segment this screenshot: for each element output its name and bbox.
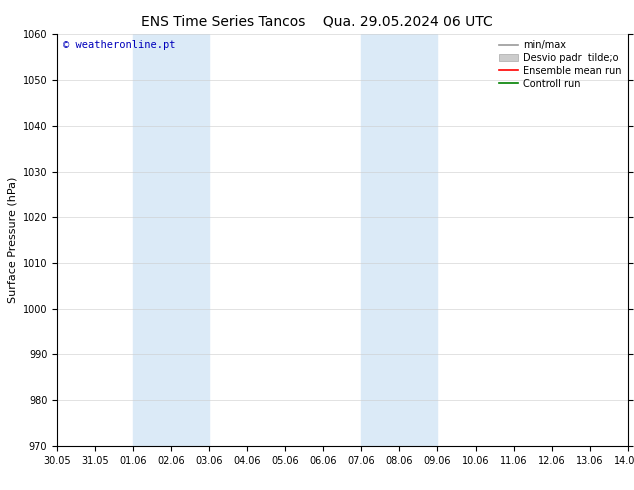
Bar <box>133 34 209 446</box>
Y-axis label: Surface Pressure (hPa): Surface Pressure (hPa) <box>7 177 17 303</box>
Text: ENS Time Series Tancos    Qua. 29.05.2024 06 UTC: ENS Time Series Tancos Qua. 29.05.2024 0… <box>141 15 493 29</box>
Text: © weatheronline.pt: © weatheronline.pt <box>63 41 175 50</box>
Bar <box>361 34 437 446</box>
Legend: min/max, Desvio padr  tilde;o, Ensemble mean run, Controll run: min/max, Desvio padr tilde;o, Ensemble m… <box>495 36 626 93</box>
